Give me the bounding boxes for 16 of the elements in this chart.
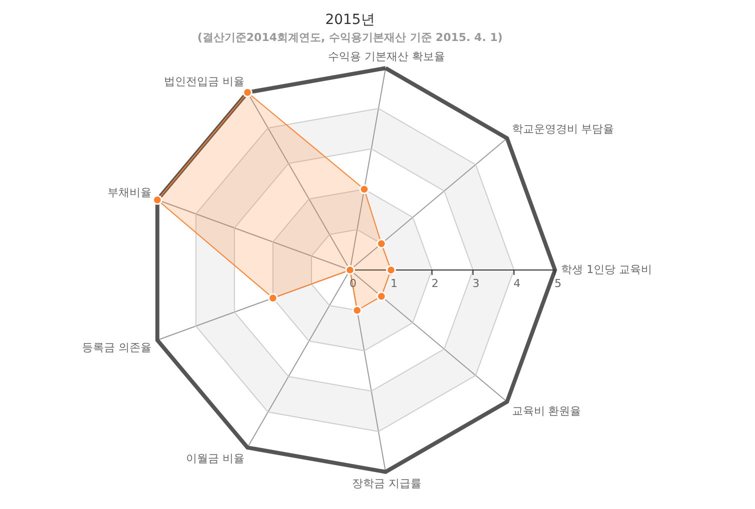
spoke-label: 이월금 비율 bbox=[186, 452, 244, 465]
spoke-label: 부채비율 bbox=[108, 186, 152, 199]
chart-subtitle: (결산기준2014회계연도, 수익용기본재산 기준 2015. 4. 1) bbox=[197, 31, 503, 44]
spoke-label: 교육비 환원율 bbox=[512, 404, 582, 418]
y-tick-label: 5 bbox=[554, 277, 562, 290]
y-tick-label: 4 bbox=[514, 277, 520, 290]
spoke-label: 학교운영경비 부담율 bbox=[512, 122, 614, 136]
chart-title: 2015년 bbox=[325, 12, 375, 28]
spoke-label: 장학금 지급률 bbox=[352, 476, 422, 490]
y-tick-label: 1 bbox=[390, 277, 398, 290]
spoke-label: 학생 1인당 교육비 bbox=[561, 263, 652, 276]
spoke-label: 수익용 기본재산 확보율 bbox=[328, 50, 446, 64]
spoke-label: 법인전입금 비율 bbox=[164, 75, 244, 88]
y-tick-label: 2 bbox=[432, 277, 438, 290]
spoke-label: 등록금 의존율 bbox=[82, 341, 152, 354]
y-tick-label: 3 bbox=[472, 277, 480, 290]
